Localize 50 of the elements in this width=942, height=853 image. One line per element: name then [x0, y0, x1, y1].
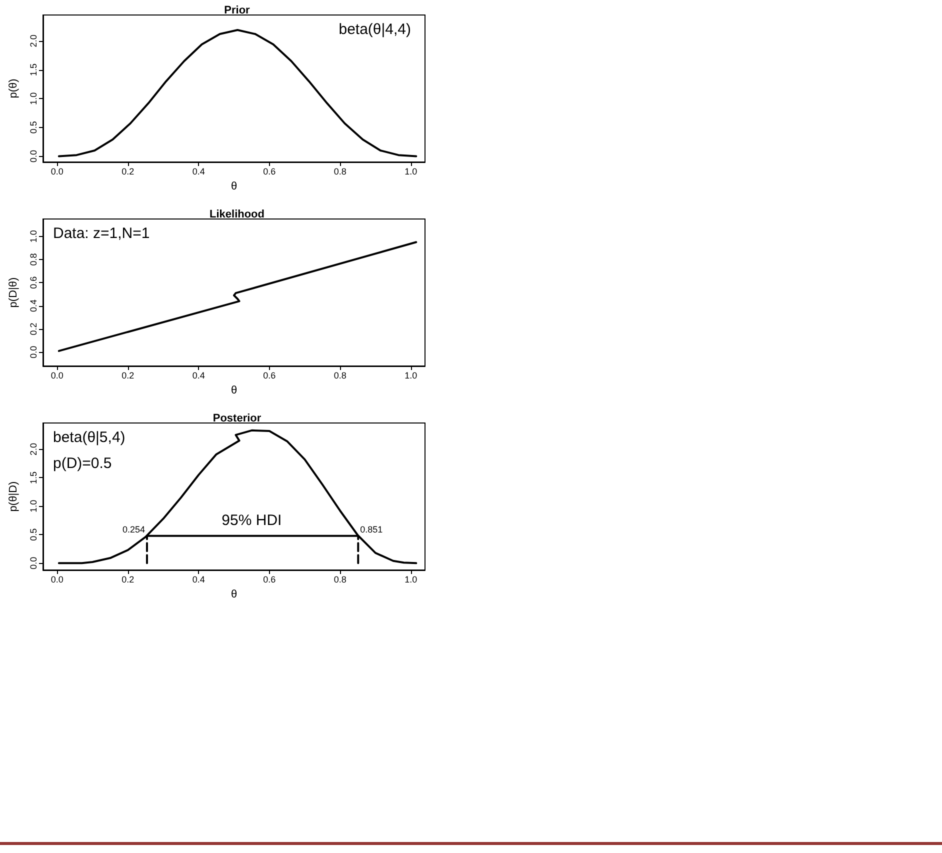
y-tick-label: 1.5 — [28, 471, 38, 484]
x-tick-label: 0.4 — [192, 370, 205, 380]
y-tick-label: 0.6 — [28, 276, 38, 289]
y-tick-label: 0.0 — [28, 150, 38, 162]
x-tick-label: 0.8 — [334, 370, 346, 380]
chart-title: Prior — [224, 4, 251, 16]
x-tick-label: 0.4 — [192, 166, 205, 176]
annotation: beta(θ|4,4) — [338, 21, 412, 38]
x-tick-label: 1.0 — [404, 574, 418, 584]
x-tick-label: 0.6 — [263, 370, 276, 380]
x-tick-label: 0.0 — [50, 370, 64, 380]
y-tick-label: 0.0 — [28, 556, 38, 570]
x-tick-label: 0.4 — [192, 574, 205, 584]
chart-title: Likelihood — [210, 208, 264, 220]
x-axis-title: θ — [230, 384, 238, 396]
annotation: beta(θ|5,4) — [53, 429, 126, 446]
annotation: 0.851 — [360, 524, 383, 534]
annotation: 0.254 — [122, 524, 145, 534]
x-axis-title: θ — [230, 588, 238, 600]
y-axis-title: p(θ) — [8, 78, 20, 98]
y-tick-label: 1.0 — [28, 92, 38, 105]
x-axis-title: θ — [230, 180, 238, 192]
y-tick-label: 0.5 — [28, 528, 38, 541]
x-tick-label: 0.2 — [122, 370, 134, 380]
y-tick-label: 0.4 — [28, 300, 38, 312]
y-tick-label: 1.5 — [28, 64, 38, 76]
y-axis-title: p(θ|D) — [8, 481, 20, 512]
y-tick-label: 0.8 — [28, 253, 38, 266]
y-axis-title: p(D|θ) — [8, 277, 20, 308]
x-tick-label: 0.6 — [263, 166, 276, 176]
y-tick-label: 1.0 — [28, 500, 38, 512]
chart-title: Posterior — [212, 412, 262, 424]
y-tick-label: 2.0 — [28, 442, 38, 456]
annotation: 95% HDI — [222, 512, 282, 529]
y-tick-label: 2.0 — [28, 34, 38, 48]
x-tick-label: 0.8 — [334, 574, 346, 584]
x-tick-label: 1.0 — [404, 370, 418, 380]
x-tick-label: 0.0 — [50, 166, 64, 176]
annotation: Data: z=1,N=1 — [53, 225, 150, 242]
x-tick-label: 0.2 — [122, 166, 134, 176]
y-tick-label: 0.5 — [28, 121, 38, 134]
y-tick-label: 0.2 — [28, 322, 38, 336]
x-tick-label: 0.0 — [50, 574, 64, 584]
x-tick-label: 0.6 — [263, 574, 276, 584]
y-tick-label: 0.0 — [28, 346, 38, 358]
x-tick-label: 0.2 — [122, 574, 134, 584]
x-tick-label: 1.0 — [404, 166, 418, 176]
annotation: p(D)=0.5 — [53, 455, 112, 472]
x-tick-label: 0.8 — [334, 166, 346, 176]
y-tick-label: 1.0 — [28, 230, 38, 243]
